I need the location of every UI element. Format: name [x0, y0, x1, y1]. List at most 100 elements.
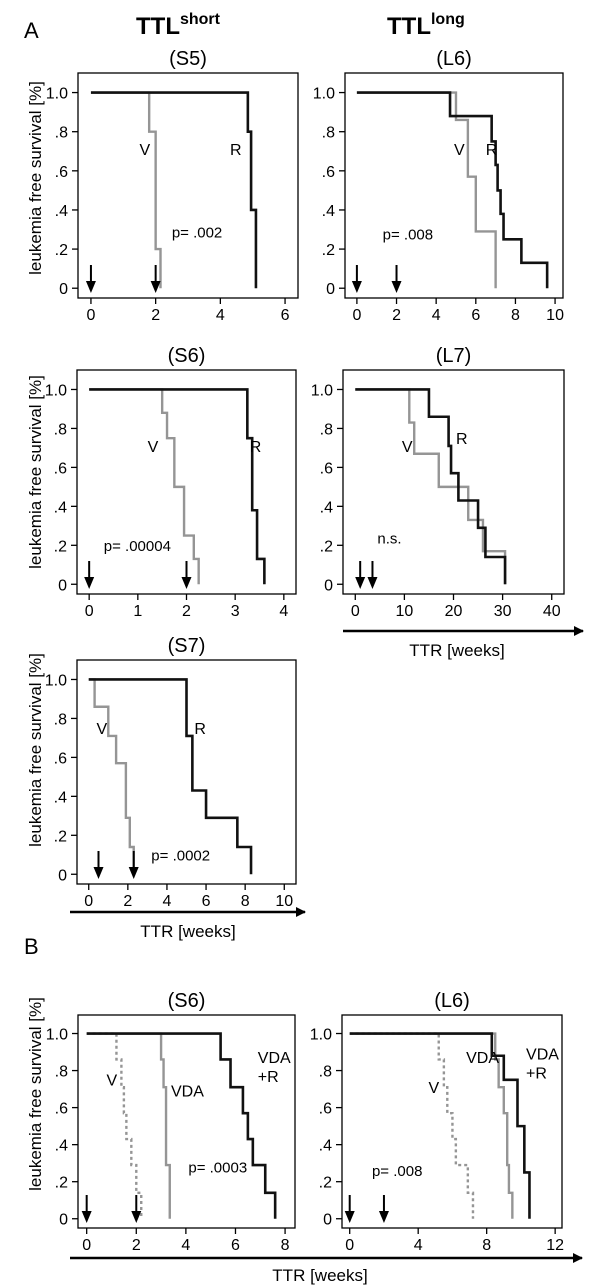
y-tick-label-b-l6: .2: [319, 1175, 332, 1192]
y-tick-label-l7: .2: [320, 538, 333, 555]
series-label-line-b-l6: VDA: [466, 1050, 499, 1067]
x-tick-label-l7: 10: [395, 603, 413, 620]
chart-s7: (S7) 0 2 4 6 8 10 0 .2 .4 .6 .8 1.0 V Rp= .0002: [45, 635, 297, 910]
y-tick-label-s7: 0: [58, 867, 67, 884]
series-label-l6-1: R: [486, 142, 498, 159]
series-label-line-s7: V: [97, 721, 108, 738]
y-tick-label-b-s6: 0: [59, 1212, 68, 1229]
chart-title-s7: (S7): [168, 635, 206, 657]
y-tick-label-l6: .6: [322, 164, 335, 181]
pvalue-s6: p= .00004: [104, 538, 171, 555]
y-tick-label-s6: .2: [54, 538, 67, 555]
y-tick-label-b-l6: .4: [319, 1138, 332, 1155]
series-label-line-l6: V: [454, 142, 465, 159]
pvalue-s5: p= .002: [172, 224, 222, 241]
y-tick-label-l6: 1.0: [313, 86, 335, 103]
y-tick-label-b-s6: .6: [55, 1101, 68, 1118]
pvalue-s7: p= .0002: [151, 848, 210, 865]
x-tick-label-b-s6: 0: [82, 1237, 91, 1254]
x-tick-label-b-l6: 8: [482, 1237, 491, 1254]
series-label-l7-1: R: [456, 431, 468, 448]
treatment-arrowhead-s5: [150, 281, 161, 293]
series-label-b-s6-0: V: [107, 1072, 118, 1089]
treatment-arrowhead-l7: [367, 577, 378, 589]
series-label-line-l6: R: [486, 142, 498, 159]
x-tick-label-s7: 8: [241, 893, 250, 910]
series-label-s5-0: V: [139, 142, 150, 159]
y-tick-label-l6: .2: [322, 242, 335, 259]
panel-a-label: A: [24, 18, 39, 43]
series-line-b-s6-1: [86, 1032, 171, 1219]
chart-title-l7: (L7): [436, 345, 472, 367]
series-line-l6-0: [356, 91, 497, 289]
y-tick-label-l7: .4: [320, 499, 333, 516]
x-tick-label-s5: 0: [86, 307, 95, 324]
y-tick-label-s5: .8: [55, 125, 68, 142]
x-tick-label-l7: 30: [494, 603, 512, 620]
y-tick-label-b-l6: 1.0: [310, 1027, 332, 1044]
treatment-arrowhead-b-s6: [81, 1211, 92, 1223]
series-line-s7-0: [88, 678, 135, 875]
series-line-b-s6-2: [86, 1032, 277, 1219]
plot-frame-b-s6: [77, 1014, 296, 1229]
treatment-arrowhead-b-l6: [378, 1211, 389, 1223]
series-line-l7-0: [355, 388, 507, 585]
x-tick-label-l6: 2: [392, 307, 401, 324]
y-tick-label-s6: .4: [54, 499, 67, 516]
series-label-b-l6-1: VDA: [466, 1050, 499, 1067]
chart-b-s6: (S6) 0 2 4 6 8 0 .2 .4 .6 .8 1.0 V VDA VDA +R p= .0003: [46, 990, 296, 1254]
series-label-b-s6-2: VDA +R: [258, 1050, 291, 1086]
chart-l7: (L7) 0 10 20 30 40 0 .2 .4 .6 .8 1.0 V Rn.s.: [311, 345, 565, 620]
series-label-s5-1: R: [230, 142, 242, 159]
x-tick-label-b-l6: 12: [546, 1237, 564, 1254]
column-title-short-base: TTL: [136, 13, 180, 40]
x-tick-label-l7: 20: [445, 603, 463, 620]
series-label-s6-1: R: [250, 439, 262, 456]
series-line-s6-1: [89, 388, 266, 585]
y-tick-label-l7: .6: [320, 460, 333, 477]
treatment-arrowhead-b-l6: [344, 1211, 355, 1223]
series-label-line-s6: R: [250, 439, 262, 456]
chart-title-s6: (S6): [168, 345, 206, 367]
xlabel-s7: TTR [weeks]: [140, 922, 235, 941]
series-line-b-s6-0: [86, 1032, 143, 1219]
series-label-s6-0: V: [148, 439, 159, 456]
treatment-arrowhead-l6: [351, 281, 362, 293]
y-tick-label-l6: .4: [322, 203, 335, 220]
series-line-b-l6-0: [349, 1032, 475, 1219]
chart-l6: (L6) 0 2 4 6 8 10 0 .2 .4 .6 .8 1.0 V Rp= .008: [313, 48, 564, 324]
series-label-line-s6: V: [148, 439, 159, 456]
series-line-s6-0: [89, 388, 200, 585]
x-tick-label-l7: 40: [543, 603, 561, 620]
plot-frame-b-l6: [341, 1014, 563, 1229]
y-tick-label-s7: .2: [54, 828, 67, 845]
y-tick-label-l6: 0: [326, 281, 335, 298]
series-line-s5-0: [90, 91, 162, 289]
series-line-b-l6-2: [349, 1032, 531, 1219]
x-tick-label-s5: 2: [151, 307, 160, 324]
x-tick-label-s6: 1: [133, 603, 142, 620]
x-tick-label-l6: 0: [352, 307, 361, 324]
panel-b-label: B: [24, 934, 39, 959]
series-line-s5-1: [90, 91, 258, 289]
series-label-b-s6-1: VDA: [171, 1083, 204, 1100]
series-line-b-l6-1: [349, 1032, 514, 1219]
ylabel-row3: leukemia free survival [%]: [26, 653, 45, 847]
x-tick-label-l6: 6: [471, 307, 480, 324]
x-tick-label-s6: 2: [182, 603, 191, 620]
series-label-line-b-s6: VDA: [171, 1083, 204, 1100]
y-tick-label-l6: .8: [322, 125, 335, 142]
treatment-arrowhead-s6: [181, 577, 192, 589]
y-tick-label-b-s6: 1.0: [46, 1027, 68, 1044]
series-label-line-l7: R: [456, 431, 468, 448]
series-label-line-s7: R: [194, 721, 206, 738]
plot-frame-s5: [77, 72, 299, 299]
series-label-l6-0: V: [454, 142, 465, 159]
series-line-l7-1: [355, 388, 507, 585]
y-tick-label-s6: .8: [54, 421, 67, 438]
pvalue-b-s6: p= .0003: [188, 1159, 247, 1176]
column-title-long-sup: long: [431, 11, 465, 28]
treatment-arrowhead-s6: [84, 577, 95, 589]
x-tick-label-s6: 0: [85, 603, 94, 620]
